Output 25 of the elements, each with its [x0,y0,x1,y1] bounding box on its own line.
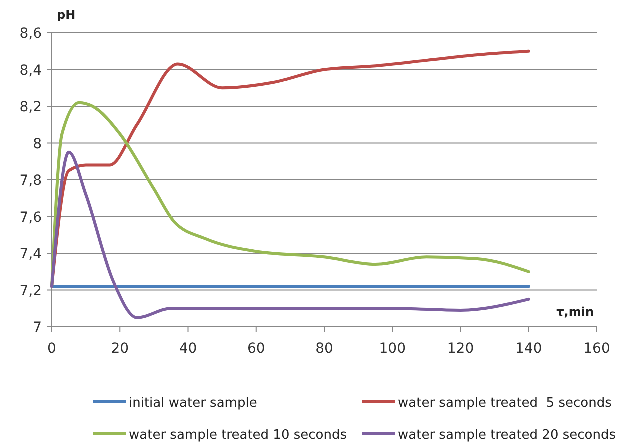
x-tick-label: 20 [111,341,130,357]
legend-label: water sample treated 10 seconds [129,428,348,443]
x-axis-title: τ,min [556,305,594,319]
y-tick-label: 8,6 [20,26,42,42]
y-tick-label: 8 [33,136,42,152]
x-tick-label: 0 [48,341,56,357]
legend-label: water sample treated 5 seconds [398,396,612,411]
x-tick-label: 120 [447,341,474,357]
y-tick-label: 7,4 [20,246,42,262]
y-tick-label: 8,4 [20,62,42,79]
y-tick-label: 7,2 [20,283,42,300]
x-tick-label: 160 [584,341,610,357]
x-tick-label: 40 [179,341,198,357]
x-tick-label: 60 [247,341,266,357]
legend-label: initial water sample [129,396,258,411]
x-tick-label: 100 [379,341,406,357]
x-tick-label: 80 [316,341,334,357]
legend-label: water sample treated 20 seconds [398,428,616,443]
y-tick-label: 7,8 [20,173,42,189]
line-series [50,150,530,320]
y-tick-label: 7,6 [20,210,42,226]
y-axis-title: pH [57,8,76,22]
x-tick-label: 140 [516,341,542,357]
y-tick-label: 7 [33,320,42,336]
y-tick-label: 8,2 [20,100,42,116]
